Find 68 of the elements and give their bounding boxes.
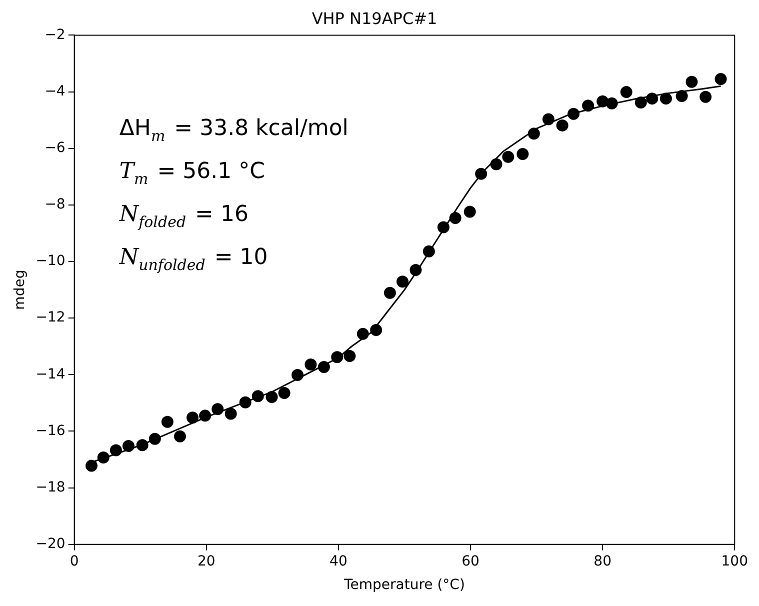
point <box>252 390 264 402</box>
point <box>646 92 658 105</box>
point <box>542 113 554 126</box>
x-tick-label: 20 <box>197 553 216 570</box>
x-tick-label: 60 <box>462 553 480 570</box>
x-axis-title: Temperature (°C) <box>343 577 465 594</box>
point <box>304 358 317 370</box>
y-tick-label: −2 <box>44 26 66 43</box>
x-tick-label: 0 <box>70 553 79 570</box>
point <box>606 97 618 110</box>
x-tick-label: 100 <box>721 553 748 570</box>
y-tick-label: −8 <box>44 196 66 213</box>
point <box>212 403 224 416</box>
point <box>292 368 304 381</box>
x-tick-label: 40 <box>330 553 348 570</box>
point <box>344 350 356 362</box>
point <box>239 396 252 408</box>
point <box>634 96 647 109</box>
point <box>278 387 290 400</box>
y-tick-label: −4 <box>44 83 66 100</box>
point <box>422 245 435 258</box>
point <box>186 412 199 424</box>
x-tick-label: 80 <box>594 553 612 570</box>
chart-title: VHP N19APC#1 <box>312 8 438 28</box>
point <box>410 264 422 276</box>
point <box>356 328 369 340</box>
point <box>148 432 161 445</box>
point <box>161 416 174 428</box>
point <box>318 361 330 374</box>
point <box>620 86 632 98</box>
point <box>110 444 122 456</box>
point <box>714 73 727 86</box>
point <box>660 92 672 105</box>
point <box>700 90 712 103</box>
y-axis-title: mdeg <box>12 270 28 310</box>
point <box>437 221 450 234</box>
point <box>475 168 488 180</box>
y-tick-label: −16 <box>36 422 66 439</box>
point <box>464 206 476 218</box>
y-tick-label: −6 <box>44 140 66 156</box>
point <box>582 100 594 112</box>
point <box>136 439 148 452</box>
y-tick-label: −10 <box>36 253 66 270</box>
point <box>122 440 134 452</box>
point <box>516 148 529 160</box>
point <box>686 76 698 88</box>
y-tick-label: −14 <box>36 366 66 382</box>
point <box>502 150 514 163</box>
point <box>490 158 502 170</box>
point <box>449 212 462 224</box>
y-tick-label: −18 <box>36 479 66 496</box>
point <box>384 286 396 299</box>
point <box>596 95 609 108</box>
point <box>266 391 278 404</box>
point <box>676 90 688 102</box>
y-tick-label: −20 <box>36 536 66 552</box>
point <box>396 276 409 288</box>
point <box>199 410 212 422</box>
point <box>370 324 382 336</box>
y-tick-label: −12 <box>36 310 66 326</box>
point <box>568 108 580 120</box>
point <box>86 460 98 472</box>
point <box>97 452 110 464</box>
point <box>174 430 186 442</box>
point <box>556 119 568 132</box>
point <box>331 351 344 364</box>
point <box>528 128 540 140</box>
point <box>224 408 237 420</box>
